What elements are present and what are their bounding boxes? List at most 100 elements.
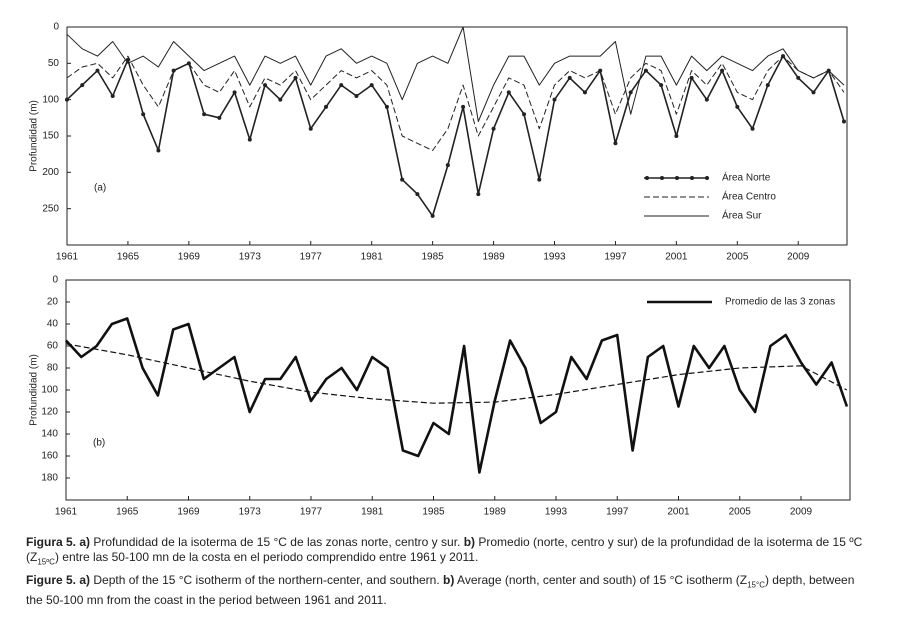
series-marker <box>537 177 542 182</box>
x-tick-label: 1965 <box>116 507 139 518</box>
legend-marker <box>645 176 649 180</box>
series-marker <box>323 104 328 109</box>
y-tick-label: 180 <box>41 473 58 484</box>
series-marker <box>674 134 679 138</box>
x-tick-label: 1961 <box>56 252 79 263</box>
series-marker <box>95 68 100 73</box>
x-tick-label: 1993 <box>543 252 566 263</box>
y-tick-label: 0 <box>53 22 59 33</box>
y-tick-label: 160 <box>41 451 58 462</box>
legend-label: Área Norte <box>722 171 771 184</box>
series-marker <box>339 83 344 88</box>
series-marker <box>217 115 222 120</box>
x-tick-label: 1985 <box>422 252 445 263</box>
series-marker <box>263 83 268 88</box>
y-tick-label: 150 <box>42 131 59 142</box>
y-tick-label: 50 <box>48 58 60 69</box>
y-tick-label: 40 <box>47 319 59 330</box>
series-line <box>65 317 849 474</box>
series-marker <box>461 104 466 109</box>
series-marker <box>476 192 481 197</box>
x-tick-label: 1981 <box>361 507 384 518</box>
series-marker <box>628 90 633 95</box>
series-marker <box>750 126 755 131</box>
series-marker <box>354 94 359 99</box>
series-marker <box>720 68 725 73</box>
series-marker <box>247 137 252 142</box>
series-marker <box>293 75 298 80</box>
series-marker <box>796 75 801 80</box>
x-tick-label: 1969 <box>177 507 200 518</box>
y-tick-label: 100 <box>42 94 59 105</box>
series-marker <box>567 75 572 80</box>
series-marker <box>445 163 450 168</box>
x-tick-label: 1997 <box>606 507 629 518</box>
caption-label: b) <box>463 535 476 549</box>
x-tick-label: 1973 <box>239 252 262 263</box>
series-line <box>66 55 845 217</box>
series-marker <box>65 97 69 102</box>
legend-marker <box>675 176 679 180</box>
series-marker <box>156 148 161 153</box>
series-marker <box>110 94 115 99</box>
y-tick-label: 200 <box>42 167 59 178</box>
y-tick-label: 120 <box>41 407 58 418</box>
series-marker <box>430 213 435 218</box>
series-marker <box>582 90 587 95</box>
caption-label: Figura 5. a) <box>26 535 91 549</box>
series-line <box>65 343 848 404</box>
series-line <box>66 26 845 122</box>
x-tick-label: 2001 <box>667 507 690 518</box>
series-line <box>66 55 845 151</box>
series-marker <box>643 68 648 73</box>
x-tick-label: 1989 <box>482 252 505 263</box>
x-tick-label: 1961 <box>55 507 78 518</box>
y-axis-label: Profundidad (m) <box>29 100 40 172</box>
caption-text: ) depth, between the 50-100 mn from the … <box>26 573 855 607</box>
x-tick-label: 1997 <box>604 252 627 263</box>
series-marker <box>811 90 816 95</box>
x-tick-label: 1973 <box>239 507 262 518</box>
legend-label: Área Sur <box>722 209 762 222</box>
series-marker <box>491 126 496 131</box>
y-tick-label: 80 <box>47 363 59 374</box>
y-tick-label: 140 <box>41 429 58 440</box>
x-tick-label: 2005 <box>729 507 752 518</box>
caption-sub: 15ºC <box>37 557 55 567</box>
y-tick-label: 60 <box>47 341 59 352</box>
series-marker <box>400 177 405 182</box>
x-tick-label: 2009 <box>790 507 813 518</box>
caption-en: Figure 5. a) Depth of the 15 °C isotherm… <box>26 573 871 607</box>
series-marker <box>689 75 694 80</box>
caption-text: Profundidad de la isoterma de 15 °C de l… <box>90 535 464 549</box>
y-tick-label: 20 <box>47 297 59 308</box>
series-marker <box>415 192 420 197</box>
series-marker <box>613 141 618 146</box>
x-tick-label: 1985 <box>422 507 445 518</box>
x-tick-label: 2009 <box>787 252 810 263</box>
series-marker <box>506 90 511 95</box>
x-tick-label: 2005 <box>726 252 749 263</box>
legend-label: Promedio de las 3 zonas <box>725 297 835 308</box>
caption-label: b) <box>443 573 455 588</box>
legend-marker <box>690 176 694 180</box>
caption-es: Figura 5. a) Profundidad de la isoterma … <box>26 535 871 569</box>
x-tick-label: 1993 <box>545 507 568 518</box>
plot-frame <box>65 279 851 501</box>
series-marker <box>384 104 389 109</box>
y-axis-label: Profundidad (m) <box>29 354 40 426</box>
caption: Figura 5. a) Profundidad de la isoterma … <box>26 535 871 612</box>
x-tick-label: 1969 <box>178 252 201 263</box>
series-marker <box>841 119 846 124</box>
series-marker <box>202 112 207 117</box>
caption-text: Average (north, center and south) of 15 … <box>454 573 748 588</box>
legend-marker <box>660 176 664 180</box>
y-tick-label: 100 <box>41 385 58 396</box>
series-marker <box>141 112 146 117</box>
series-marker <box>704 97 709 102</box>
series-marker <box>369 83 374 88</box>
caption-label: Figure 5. a) <box>26 573 91 588</box>
x-tick-label: 1981 <box>361 252 384 263</box>
